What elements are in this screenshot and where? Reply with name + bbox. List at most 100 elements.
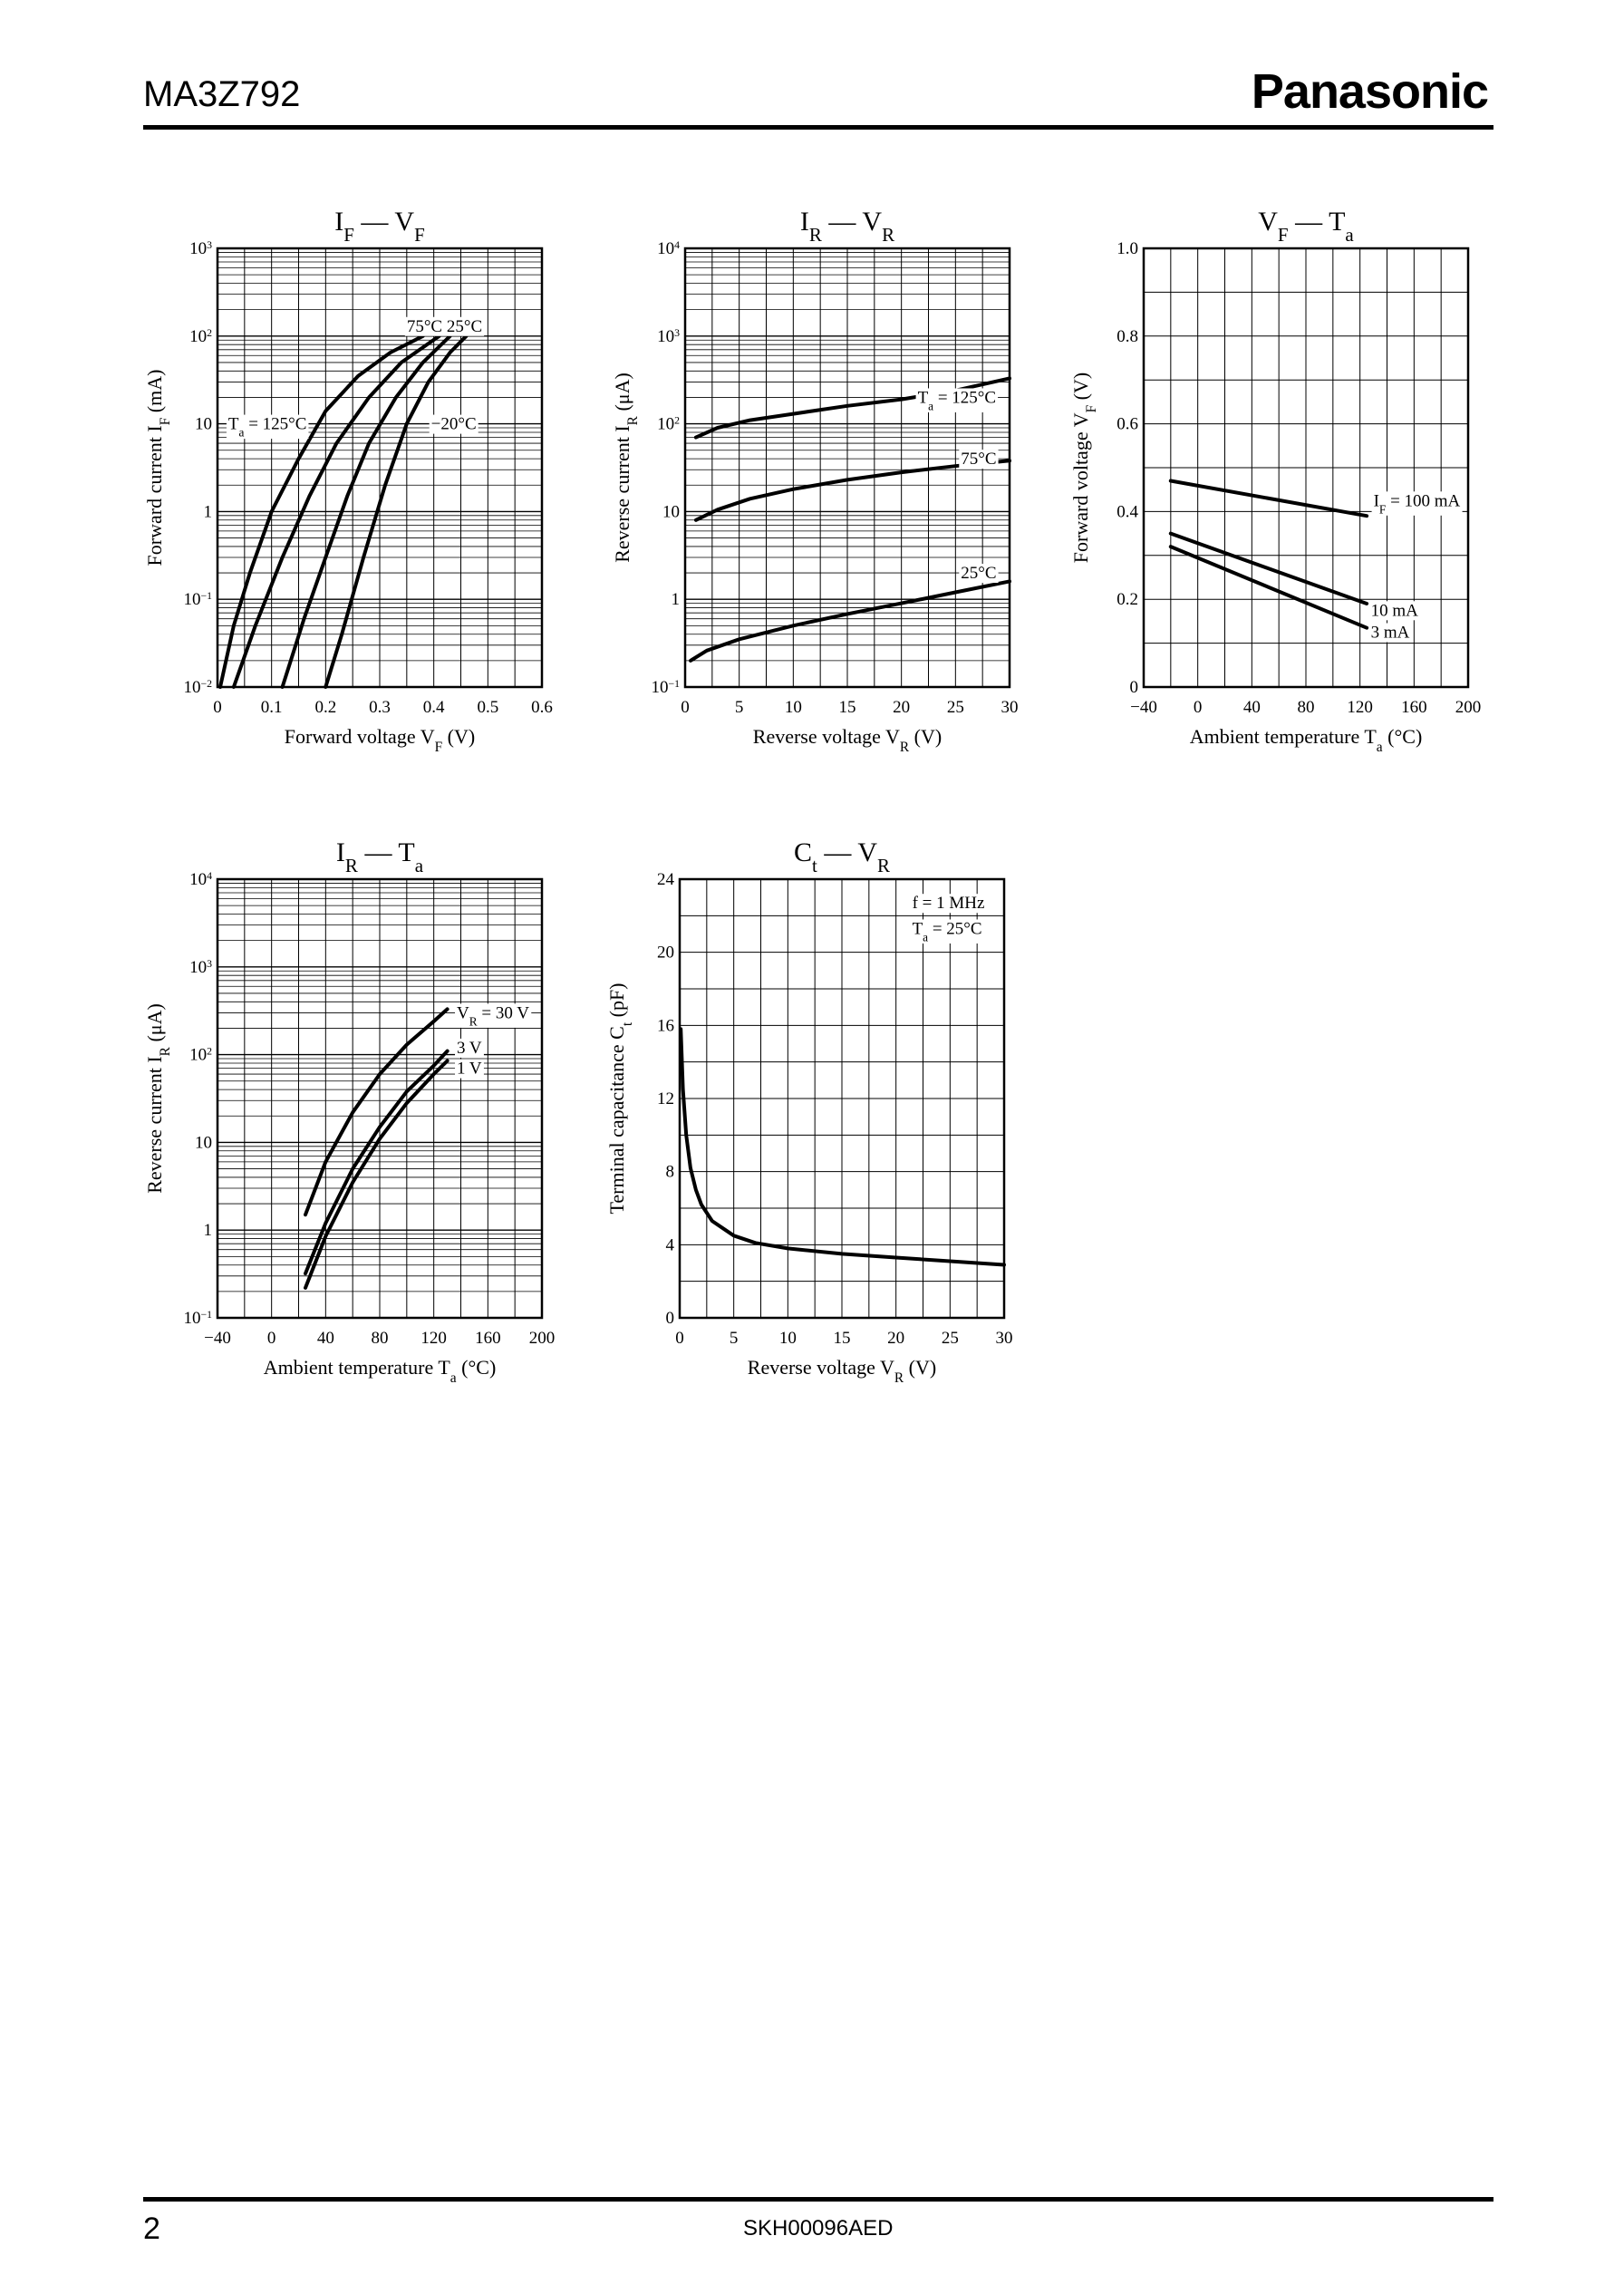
series-line <box>304 1059 450 1290</box>
chart-grid <box>218 879 542 1319</box>
y-tick-label: 103 <box>189 239 212 259</box>
y-tick-label: 103 <box>657 326 680 346</box>
chart-grid <box>1144 248 1468 687</box>
chart-ir_vr: 0 5 10 15 20 25 30 10−1 1 10 102 103 104 IR — VR Rever… <box>611 207 1019 755</box>
chart-frame <box>678 877 1006 1320</box>
chart-annotation: Ta = 125°C <box>918 388 997 412</box>
y-tick-label: 16 <box>657 1016 674 1035</box>
chart-annotation: IF = 100 mA <box>1374 491 1461 516</box>
y-tick-label: 10−1 <box>183 1309 212 1329</box>
x-tick-label: 0.2 <box>314 698 336 717</box>
chart-annotation: 25°C <box>961 564 996 583</box>
header-rule <box>143 125 1494 130</box>
y-tick-label: 20 <box>657 944 674 963</box>
footer-rule <box>143 2197 1494 2202</box>
chart-frame <box>216 247 544 689</box>
footer-page-number: 2 <box>143 2212 160 2246</box>
x-tick-label: 200 <box>529 1329 556 1348</box>
series-line <box>1168 545 1369 630</box>
x-tick-label: 80 <box>372 1329 389 1348</box>
series-line <box>304 1007 450 1217</box>
chart-frame <box>683 247 1011 689</box>
y-axis-label: Forward current IF (mA) <box>143 370 173 566</box>
series-line <box>324 334 469 689</box>
x-tick-label: 0 <box>681 698 690 717</box>
y-tick-label: 24 <box>657 870 675 889</box>
x-tick-label: 30 <box>1001 698 1019 717</box>
y-tick-label: 1 <box>204 502 213 521</box>
chart-title: Ct — VR <box>794 837 890 876</box>
y-axis-label: Reverse current IR (μA) <box>611 373 641 563</box>
x-tick-label: 20 <box>887 1329 904 1348</box>
series-line <box>1168 479 1369 518</box>
x-tick-label: 5 <box>735 698 744 717</box>
y-tick-label: 102 <box>657 414 680 434</box>
series-line <box>280 334 452 689</box>
x-tick-label: 0 <box>1194 698 1203 717</box>
y-axis-label: Reverse current IR (μA) <box>143 1003 173 1194</box>
chart-title: VF — Ta <box>1258 207 1354 246</box>
y-tick-label: 0 <box>1130 678 1139 697</box>
header-brand-logo: Panasonic <box>1251 64 1489 119</box>
y-tick-label: 10−2 <box>183 678 212 698</box>
series-line <box>231 334 441 689</box>
x-tick-label: 0.5 <box>477 698 498 717</box>
chart-grid <box>680 879 1004 1318</box>
x-tick-label: 0.6 <box>531 698 553 717</box>
x-tick-label: 25 <box>942 1329 959 1348</box>
x-tick-label: 0 <box>267 1329 276 1348</box>
chart-annotation: Ta = 125°C <box>228 415 307 440</box>
x-tick-label: 15 <box>834 1329 851 1348</box>
y-tick-label: 12 <box>657 1089 674 1108</box>
y-tick-label: 1.0 <box>1116 239 1138 258</box>
y-tick-label: 0.6 <box>1116 415 1138 434</box>
x-tick-label: 120 <box>1347 698 1373 717</box>
chart-annotation: 3 V <box>457 1039 482 1058</box>
chart-annotation: 75°C 25°C <box>407 317 482 336</box>
y-tick-label: 102 <box>189 1045 212 1065</box>
x-axis-label: Reverse voltage VR (V) <box>748 1356 936 1386</box>
x-tick-label: 30 <box>996 1329 1013 1348</box>
x-tick-label: −40 <box>204 1329 231 1348</box>
chart-annotation: VR = 30 V <box>457 1003 529 1028</box>
x-tick-label: 10 <box>779 1329 797 1348</box>
series-line <box>693 459 1011 522</box>
chart-ir_ta: −40 0 40 80 120 160 200 10−1 1 10 102 103 104 IR — Ta… <box>143 837 555 1386</box>
x-tick-label: 0 <box>675 1329 684 1348</box>
y-tick-label: 0.8 <box>1116 327 1138 346</box>
series-line <box>304 1049 450 1276</box>
chart-title: IR — Ta <box>336 837 424 876</box>
x-axis-label: Ambient temperature Ta (°C) <box>264 1356 497 1386</box>
y-tick-label: 104 <box>189 870 212 890</box>
x-tick-label: 0.4 <box>423 698 445 717</box>
x-tick-label: 160 <box>1401 698 1427 717</box>
y-tick-label: 10 <box>195 1133 212 1152</box>
y-tick-label: 102 <box>189 326 212 346</box>
x-tick-label: 0.1 <box>261 698 283 717</box>
x-tick-label: 20 <box>893 698 910 717</box>
footer-doc-code: SKH00096AED <box>743 2216 894 2241</box>
x-axis-label: Ambient temperature Ta (°C) <box>1190 725 1423 755</box>
x-tick-label: 120 <box>420 1329 447 1348</box>
y-axis-label: Forward voltage VF (V) <box>1069 373 1099 563</box>
chart-annotation: −20°C <box>431 415 477 434</box>
y-tick-label: 0 <box>666 1309 675 1328</box>
x-tick-label: 80 <box>1298 698 1315 717</box>
y-tick-label: 0.2 <box>1116 590 1138 609</box>
x-tick-label: 15 <box>839 698 856 717</box>
y-tick-label: 103 <box>189 957 212 977</box>
chart-annotation: Ta = 25°C <box>913 919 982 944</box>
x-tick-label: 10 <box>785 698 802 717</box>
chart-title: IF — VF <box>334 207 425 246</box>
chart-frame <box>1142 247 1470 689</box>
y-tick-label: 1 <box>204 1221 213 1240</box>
y-tick-label: 10−1 <box>651 678 680 698</box>
chart-annotation: 3 mA <box>1371 624 1410 643</box>
y-tick-label: 10 <box>195 415 212 434</box>
chart-ct_vr: 0 5 10 15 20 25 30 0 4 8 12 16 20 24 Ct — VR Reverse vo… <box>605 837 1013 1386</box>
chart-annotation: 1 V <box>457 1060 482 1079</box>
series-line <box>218 334 425 689</box>
y-tick-label: 10−1 <box>183 590 212 610</box>
